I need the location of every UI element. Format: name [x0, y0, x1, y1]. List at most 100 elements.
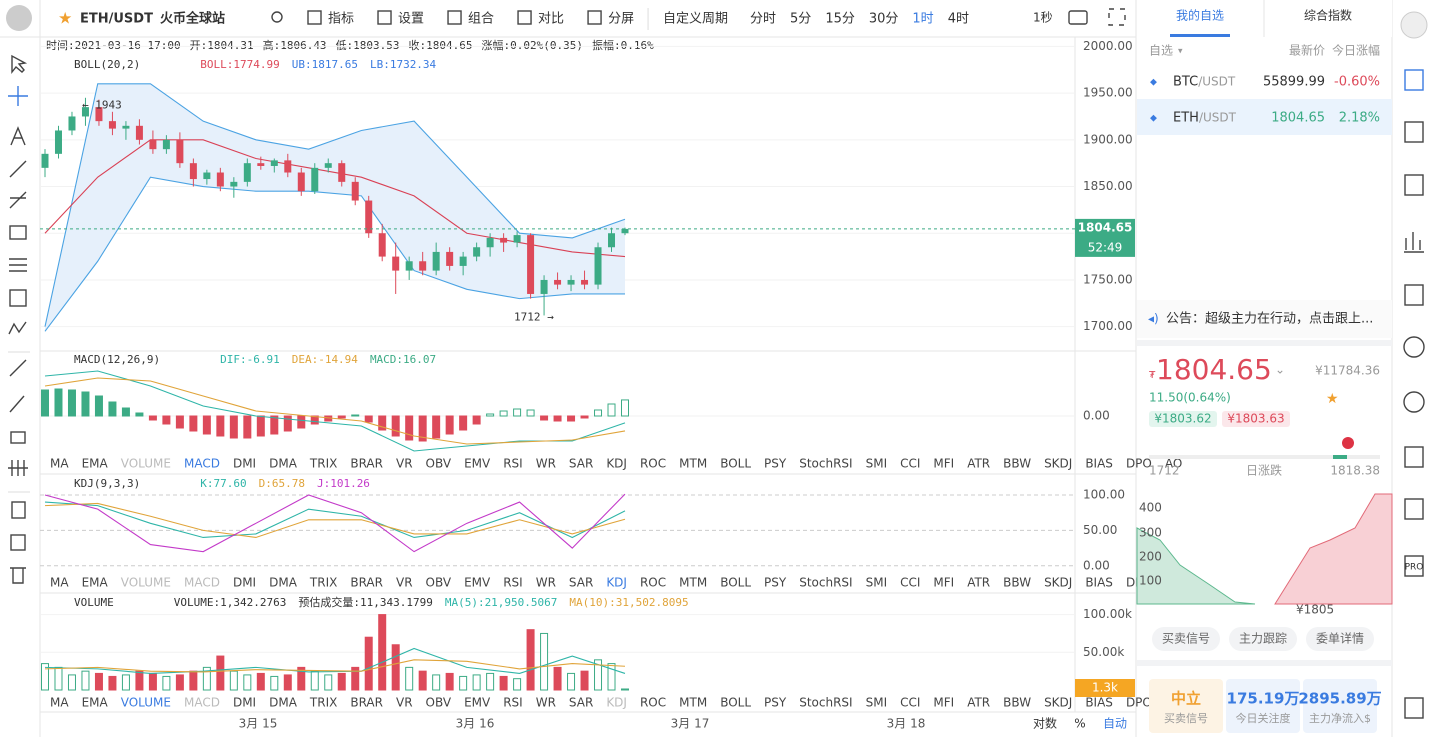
tool[interactable]: 设置: [398, 12, 424, 27]
indicator-tab[interactable]: DMI: [233, 696, 256, 710]
indicator-tab[interactable]: OBV: [426, 457, 452, 471]
period[interactable]: 自定义周期: [663, 12, 728, 27]
indicator-tab[interactable]: SMI: [866, 576, 888, 590]
indicator-tab[interactable]: MA: [50, 457, 69, 471]
col-head[interactable]: 自选: [1149, 44, 1173, 58]
side-tab[interactable]: 我的自选: [1176, 8, 1224, 23]
indicator-tab[interactable]: WR: [536, 696, 556, 710]
period[interactable]: 4时: [948, 12, 969, 27]
indicator-tab[interactable]: KDJ: [606, 457, 627, 471]
button[interactable]: [1229, 627, 1297, 651]
indicator-tab[interactable]: EMV: [464, 576, 491, 590]
indicator-tab[interactable]: SKDJ: [1044, 696, 1072, 710]
indicator-tab[interactable]: BRAR: [350, 576, 383, 590]
tool[interactable]: 对比: [538, 12, 564, 27]
indicator-tab[interactable]: PSY: [764, 576, 787, 590]
indicator-tab[interactable]: DMA: [269, 696, 298, 710]
indicator-tab[interactable]: MTM: [679, 696, 707, 710]
period[interactable]: 分时: [750, 12, 776, 27]
indicator-tab[interactable]: BOLL: [720, 457, 751, 471]
indicator-tab[interactable]: CCI: [900, 457, 920, 471]
indicator-tab[interactable]: VR: [396, 576, 413, 590]
notice[interactable]: 公告：超级主力在行动，点击跟上...: [1166, 312, 1373, 327]
fav[interactable]: ★: [1326, 391, 1339, 407]
indicator-tab[interactable]: KDJ: [606, 696, 627, 710]
tool[interactable]: 组合: [468, 12, 494, 27]
indicator-tab[interactable]: VR: [396, 457, 413, 471]
indicator-tab[interactable]: VOLUME: [121, 457, 171, 471]
indicator-tab[interactable]: VOLUME: [121, 696, 171, 710]
indicator-tab[interactable]: ATR: [967, 696, 990, 710]
indicator-tab[interactable]: RSI: [503, 576, 523, 590]
indicator-tab[interactable]: EMA: [82, 576, 109, 590]
indicator-tab[interactable]: VOLUME: [121, 576, 171, 590]
indicator-tab[interactable]: MA: [50, 576, 69, 590]
indicator-tab[interactable]: BIAS: [1085, 457, 1113, 471]
indicator-tab[interactable]: SAR: [569, 696, 593, 710]
indicator-tab[interactable]: ATR: [967, 457, 990, 471]
drawing-tools[interactable]: [8, 54, 28, 584]
indicator-tab[interactable]: EMA: [82, 457, 109, 471]
indicator-tab[interactable]: MA: [50, 696, 69, 710]
indicator-tab[interactable]: RSI: [503, 457, 523, 471]
indicator-tab[interactable]: ROC: [640, 696, 666, 710]
indicator-tab[interactable]: RSI: [503, 696, 523, 710]
indicator-tab[interactable]: SKDJ: [1044, 576, 1072, 590]
axis-mode[interactable]: %: [1074, 717, 1085, 731]
search-icon[interactable]: [271, 11, 283, 23]
indicator-tab[interactable]: DMA: [269, 457, 298, 471]
fullscreen-icon[interactable]: [1108, 8, 1126, 26]
indicator-tab[interactable]: EMV: [464, 457, 491, 471]
indicator-tab[interactable]: VR: [396, 696, 413, 710]
indicator-tab[interactable]: PSY: [764, 457, 787, 471]
indicator-tab[interactable]: MFI: [933, 696, 954, 710]
indicator-tab[interactable]: SAR: [569, 576, 593, 590]
avatar[interactable]: [1400, 11, 1428, 39]
indicator-tab[interactable]: MTM: [679, 576, 707, 590]
indicator-tab[interactable]: ATR: [967, 576, 990, 590]
camera-icon[interactable]: [1068, 10, 1088, 25]
logo[interactable]: [6, 5, 32, 31]
indicator-tab[interactable]: WR: [536, 576, 556, 590]
indicator-tab[interactable]: BRAR: [350, 696, 383, 710]
star[interactable]: ★: [58, 9, 72, 28]
indicator-tab[interactable]: OBV: [426, 696, 452, 710]
indicator-tab[interactable]: BOLL: [720, 576, 751, 590]
indicator-tab[interactable]: MACD: [184, 457, 220, 471]
indicator-tab[interactable]: CCI: [900, 696, 920, 710]
coin[interactable]: BTC: [1173, 75, 1198, 90]
tool-icon[interactable]: [517, 10, 532, 25]
indicator-tab[interactable]: DMI: [233, 457, 256, 471]
indicator-tab[interactable]: DMA: [269, 576, 298, 590]
indicator-tab[interactable]: MFI: [933, 457, 954, 471]
indicator-tab[interactable]: AO: [1165, 457, 1182, 471]
indicator-tab[interactable]: DPO: [1126, 696, 1152, 710]
button[interactable]: [1306, 627, 1374, 651]
indicator-tab[interactable]: SKDJ: [1044, 457, 1072, 471]
indicator-tab[interactable]: StochRSI: [799, 457, 852, 471]
indicator-tab[interactable]: ROC: [640, 457, 666, 471]
indicator-tab[interactable]: StochRSI: [799, 576, 852, 590]
indicator-tab[interactable]: MACD: [184, 576, 220, 590]
indicator-tab[interactable]: SMI: [866, 457, 888, 471]
indicator-tab[interactable]: TRIX: [309, 696, 337, 710]
indicator-tab[interactable]: StochRSI: [799, 696, 852, 710]
side-tab[interactable]: 综合指数: [1304, 8, 1352, 23]
period[interactable]: 15分: [825, 12, 855, 27]
indicator-tab[interactable]: BBW: [1003, 696, 1031, 710]
indicator-tab[interactable]: BBW: [1003, 457, 1031, 471]
button-label[interactable]: 买卖信号: [1162, 632, 1210, 646]
side-icons[interactable]: [1403, 69, 1425, 719]
indicator-tab[interactable]: DMI: [233, 576, 256, 590]
indicator-tab[interactable]: CCI: [900, 576, 920, 590]
button-label[interactable]: 委单详情: [1316, 631, 1364, 646]
indicator-tab[interactable]: EMV: [464, 696, 491, 710]
indicator-tab[interactable]: MACD: [184, 696, 220, 710]
indicator-tab[interactable]: OBV: [426, 576, 452, 590]
button[interactable]: [1152, 627, 1220, 651]
indicator-tab[interactable]: MFI: [933, 576, 954, 590]
coin[interactable]: ETH: [1173, 111, 1199, 126]
axis-mode[interactable]: 对数: [1033, 716, 1057, 731]
tool-icon[interactable]: [307, 10, 322, 25]
indicator-tab[interactable]: ROC: [640, 576, 666, 590]
